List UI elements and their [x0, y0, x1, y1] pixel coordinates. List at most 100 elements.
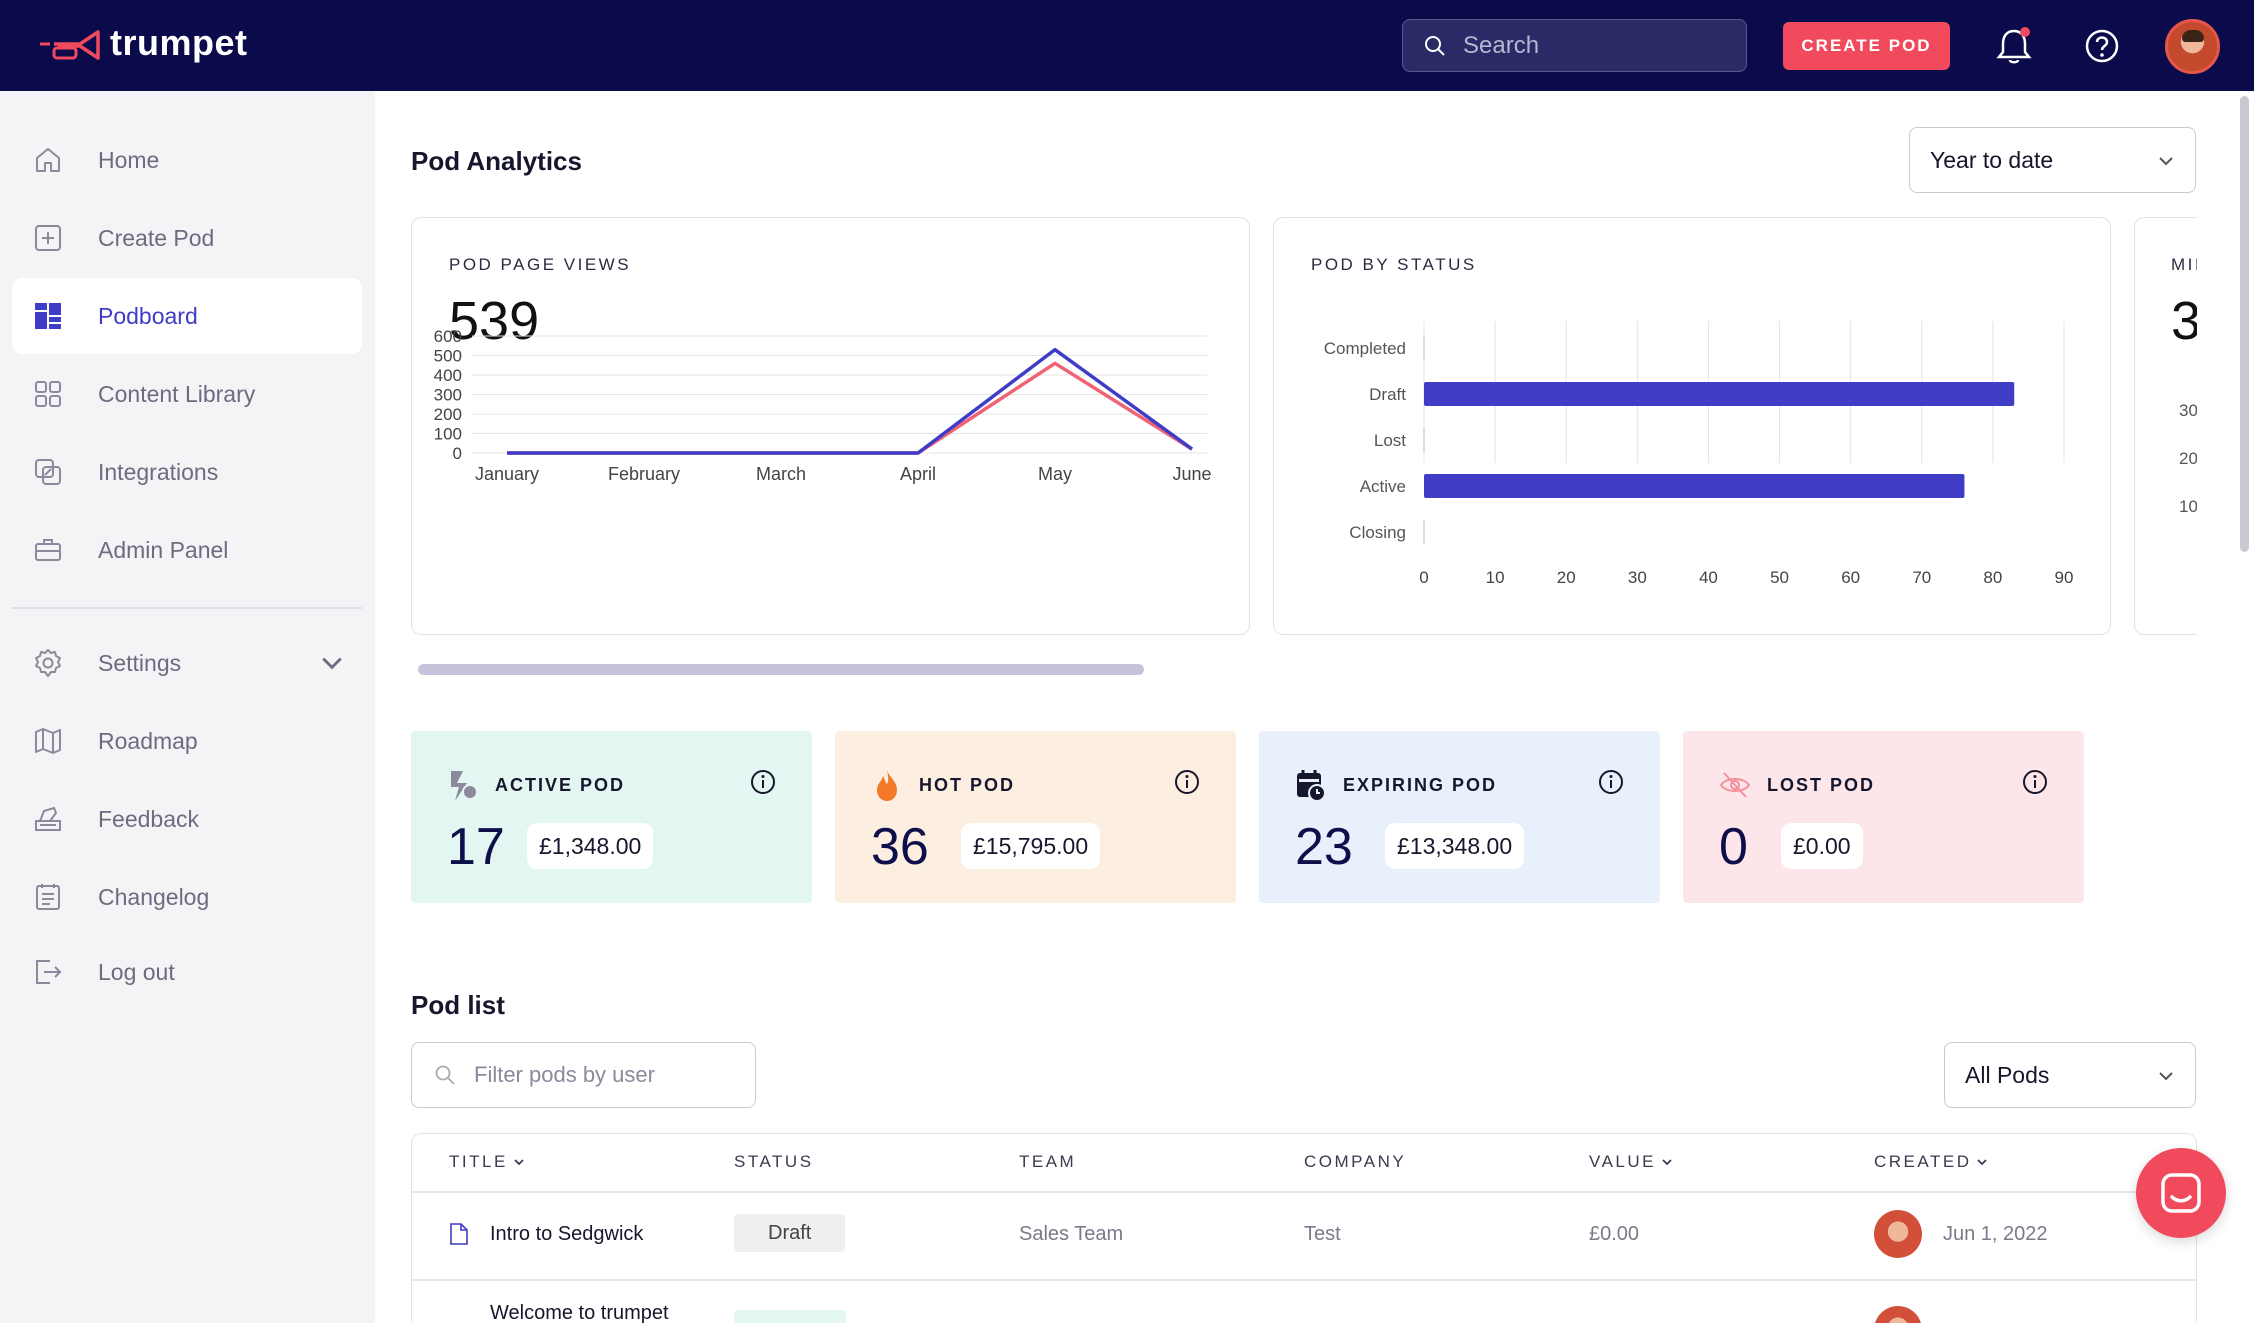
map-icon [35, 728, 61, 754]
row-title[interactable]: Intro to Sedgwick [490, 1223, 644, 1245]
info-icon[interactable] [750, 769, 776, 795]
pod-table: TITLE STATUS TEAM COMPANY VALUE CREATED … [411, 1133, 2197, 1323]
pod-list-title: Pod list [411, 990, 505, 1020]
x-tick-label: 70 [1912, 568, 1931, 587]
gear-icon [35, 649, 61, 677]
sidebar-item-settings[interactable]: Settings [12, 625, 362, 701]
filter-pods-box[interactable] [411, 1042, 756, 1108]
status-bar [1424, 474, 1965, 498]
flame-icon [877, 770, 897, 801]
chat-launcher-button[interactable] [2136, 1148, 2226, 1238]
y-category-label: Draft [1369, 385, 1406, 404]
integrations-icon [35, 459, 61, 485]
stat-value: £15,795.00 [961, 823, 1101, 869]
info-icon[interactable] [2022, 769, 2048, 795]
calendar-clock-icon [1297, 770, 1326, 802]
sidebar-item-content-library[interactable]: Content Library [12, 356, 362, 432]
x-tick-label: 30 [1628, 568, 1647, 587]
x-tick-label: 20 [1557, 568, 1576, 587]
pod-status-bar-chart: 0 10 20 30 40 50 60 70 80 90 Completed Draft Lost Act… [1324, 321, 2074, 587]
trumpet-logo-icon [40, 30, 100, 60]
vertical-scrollbar[interactable] [2240, 96, 2249, 552]
status-bar [1424, 382, 2015, 406]
logout-icon [36, 960, 62, 984]
x-tick-label: 90 [2055, 568, 2074, 587]
sidebar-item-feedback[interactable]: Feedback [12, 781, 362, 857]
status-badge: Draft [734, 1214, 846, 1252]
feedback-icon [35, 806, 61, 831]
sidebar-item-label: Integrations [98, 458, 219, 485]
date-range-select[interactable]: Year to date [1909, 127, 2196, 193]
stat-count: 23 [1295, 818, 1353, 876]
avatar [1874, 1306, 1922, 1323]
x-tick-label: 50 [1770, 568, 1789, 587]
column-header-created[interactable]: CREATED [1874, 1152, 1989, 1172]
sidebar-item-label: Content Library [98, 380, 256, 407]
search-box[interactable] [1402, 19, 1747, 72]
sidebar-item-podboard[interactable]: Podboard [12, 278, 362, 354]
row-title[interactable]: Welcome to trumpet [490, 1302, 669, 1323]
search-input[interactable] [1463, 31, 1743, 60]
sidebar-item-changelog[interactable]: Changelog [12, 859, 362, 935]
dashboard-icon [35, 303, 61, 329]
y-tick-label: 300 [434, 386, 462, 405]
sidebar-item-label: Feedback [98, 805, 200, 832]
row-value: £0.00 [1589, 1223, 1640, 1245]
sidebar-item-integrations[interactable]: Integrations [12, 434, 362, 510]
column-header-title[interactable]: TITLE [449, 1152, 526, 1172]
third-card-title: MII [2171, 255, 2197, 274]
filter-pods-input[interactable] [474, 1062, 754, 1088]
sidebar-item-home[interactable]: Home [12, 122, 362, 198]
grid-icon [35, 381, 61, 407]
column-header-team[interactable]: TEAM [1019, 1152, 1076, 1172]
pod-page-views-card: POD PAGE VIEWS 539 0 100 200 300 400 500 600 Ja… [411, 217, 1250, 635]
user-avatar[interactable] [2165, 19, 2220, 74]
column-header-label: TEAM [1019, 1152, 1077, 1171]
x-tick-label: June [1172, 464, 1211, 484]
sidebar-item-create-pod[interactable]: Create Pod [12, 200, 362, 276]
sidebar-item-log-out[interactable]: Log out [12, 934, 362, 1010]
logo[interactable]: trumpet [36, 22, 248, 64]
x-tick-label: 60 [1841, 568, 1860, 587]
stat-title: HOT POD [919, 775, 1016, 795]
pods-view-select[interactable]: All Pods [1944, 1042, 2196, 1108]
chevron-down-icon [514, 1159, 524, 1166]
sidebar-divider [12, 607, 362, 609]
stat-card-hot-pod[interactable]: HOT POD 36 £15,795.00 [835, 731, 1236, 903]
search-icon [435, 1065, 455, 1085]
y-tick-label: 100 [434, 425, 462, 444]
search-icon [1425, 35, 1445, 56]
column-header-label: STATUS [734, 1152, 814, 1171]
top-bar: trumpet CREATE POD [0, 0, 2254, 91]
x-tick-label: 40 [1699, 568, 1718, 587]
create-pod-button[interactable]: CREATE POD [1783, 22, 1950, 70]
stat-card-expiring-pod[interactable]: EXPIRING POD 23 £13,348.00 [1259, 731, 1660, 903]
column-header-company[interactable]: COMPANY [1304, 1152, 1406, 1172]
stat-title: ACTIVE POD [495, 775, 626, 795]
column-header-status[interactable]: STATUS [734, 1152, 814, 1172]
x-tick-label: 80 [1983, 568, 2002, 587]
y-tick-label: 600 [434, 327, 462, 346]
stat-value: £13,348.00 [1385, 823, 1525, 869]
stat-card-active-pod[interactable]: ACTIVE POD 17 £1,348.00 [411, 731, 812, 903]
chevron-down-icon[interactable] [316, 647, 348, 679]
stat-card-lost-pod[interactable]: LOST POD 0 £0.00 [1683, 731, 2084, 903]
table-divider [412, 1191, 2196, 1193]
third-analytics-card: MII 3 30 20 10 [2134, 217, 2197, 635]
column-header-value[interactable]: VALUE [1589, 1152, 1674, 1172]
x-tick-label: 0 [1419, 568, 1428, 587]
third-card-tick: 20 [2179, 449, 2197, 468]
horizontal-scrollbar[interactable] [418, 664, 1144, 675]
chat-icon [2161, 1173, 2201, 1213]
help-icon[interactable] [2084, 28, 2120, 64]
sidebar-item-roadmap[interactable]: Roadmap [12, 703, 362, 779]
pod-page-views-value: 539 [449, 291, 540, 351]
pod-by-status-title: POD BY STATUS [1311, 255, 1477, 274]
sidebar-item-label: Create Pod [98, 224, 215, 251]
info-icon[interactable] [1598, 769, 1624, 795]
sidebar-item-label: Home [98, 146, 160, 173]
notification-bell-icon[interactable] [1994, 25, 2034, 67]
sidebar-item-admin-panel[interactable]: Admin Panel [12, 512, 362, 588]
info-icon[interactable] [1174, 769, 1200, 795]
sidebar-item-label: Changelog [98, 883, 210, 910]
